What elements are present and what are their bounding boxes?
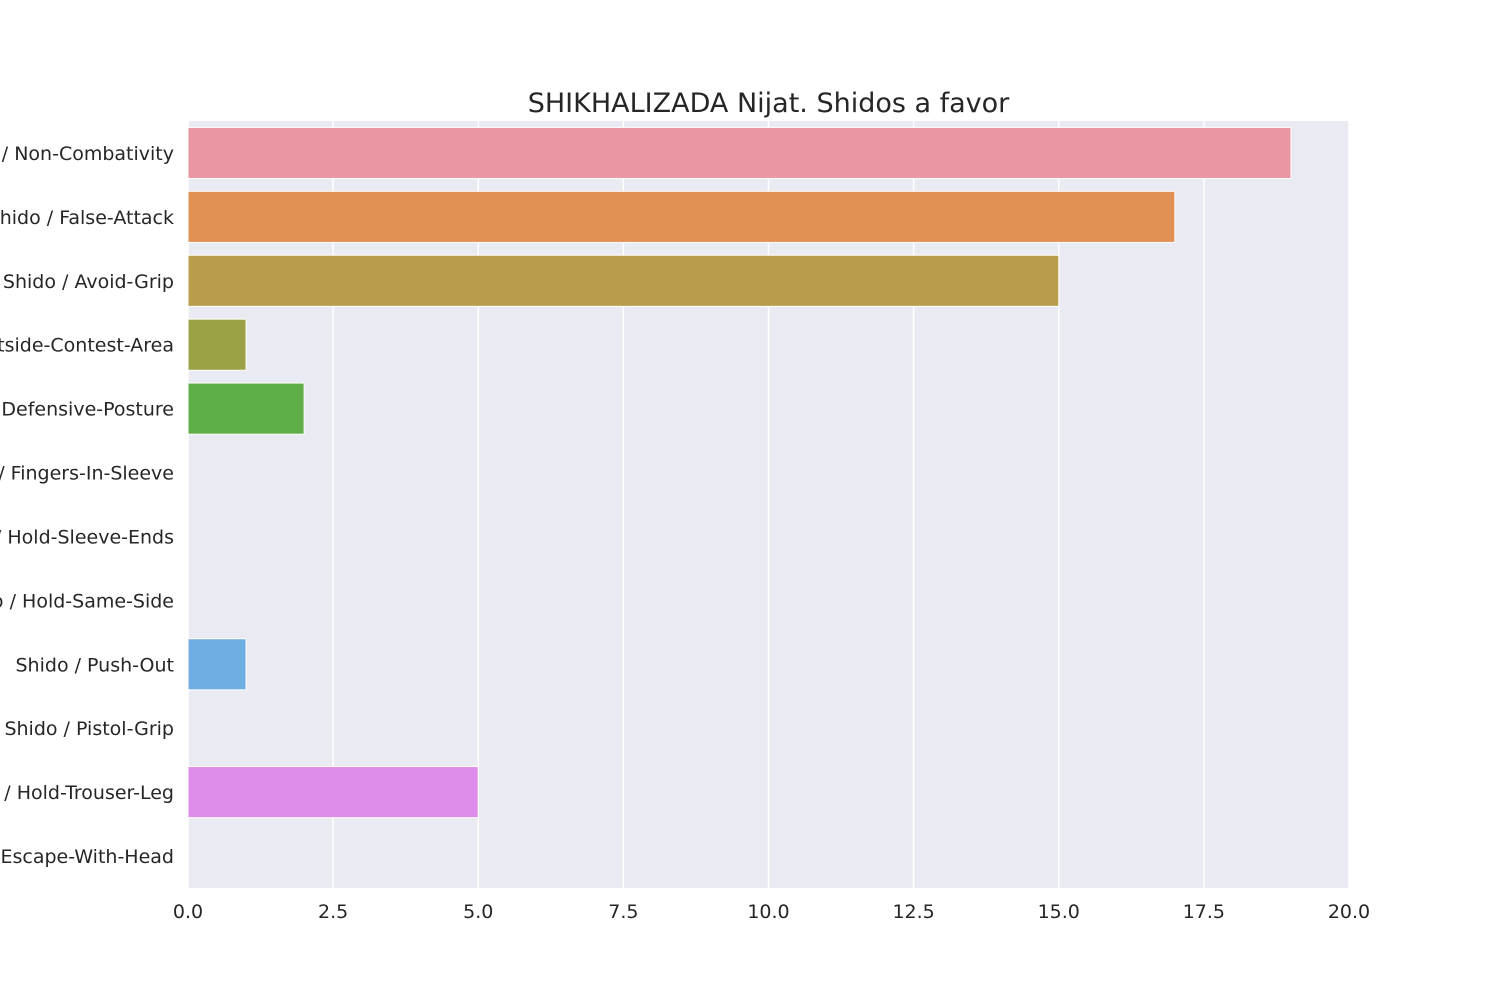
y-tick-label: Shido / Fingers-In-Sleeve — [0, 463, 174, 485]
y-tick-label: Shido / Outside-Contest-Area — [0, 335, 174, 357]
x-tick-label: 5.0 — [463, 901, 493, 923]
y-tick-label: Shido / Hold-Sleeve-Ends — [0, 526, 174, 548]
x-tick-label: 10.0 — [747, 901, 789, 923]
bar — [187, 254, 1060, 307]
bar — [187, 382, 305, 435]
y-tick-label: Shido / Pistol-Grip — [4, 718, 174, 740]
bar — [187, 126, 1292, 180]
grid-lines — [187, 121, 1350, 888]
x-tick-label: 17.5 — [1183, 901, 1225, 923]
y-tick-label: Shido / False-Attack — [0, 207, 174, 229]
y-tick-label: Shido / Defensive-Posture — [0, 399, 174, 421]
y-tick-label: Shido / Hold-Trouser-Leg — [0, 782, 174, 804]
y-tick-label: Shido / Non-Combativity — [0, 143, 174, 165]
x-tick-label: 2.5 — [318, 901, 348, 923]
bar — [187, 318, 247, 371]
x-tick-label: 20.0 — [1328, 901, 1370, 923]
x-tick-label: 15.0 — [1038, 901, 1080, 923]
x-tick-label: 7.5 — [608, 901, 638, 923]
bar — [187, 638, 247, 691]
y-tick-label: Shido / Push-Out — [16, 654, 175, 676]
y-tick-labels: Shido / Non-Combativity Shido / False-Att… — [0, 143, 174, 868]
bars — [187, 126, 1292, 819]
y-tick-label: Shido / Hold-Same-Side — [0, 590, 174, 612]
y-tick-label: Shido / Avoid-Grip — [3, 271, 174, 293]
y-tick-label: Shido / Escape-With-Head — [0, 846, 174, 868]
x-tick-label: 0.0 — [173, 901, 203, 923]
chart-title: SHIKHALIZADA Nijat. Shidos a favor — [528, 88, 1010, 119]
x-tick-labels: 0.0 2.5 5.0 7.5 10.0 12.5 15.0 17.5 20.0 — [173, 901, 1370, 923]
x-tick-label: 12.5 — [892, 901, 934, 923]
bar — [187, 190, 1176, 243]
bar — [187, 766, 479, 819]
